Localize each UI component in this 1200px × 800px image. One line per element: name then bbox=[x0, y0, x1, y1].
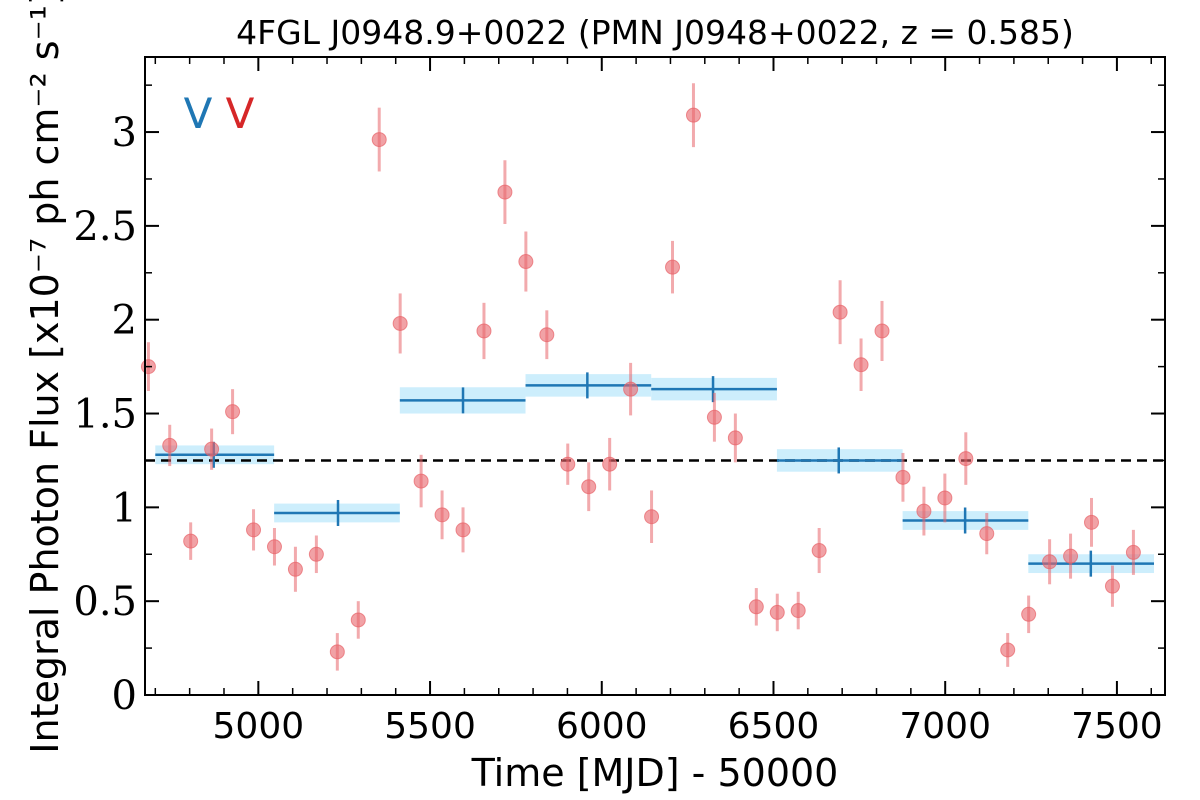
data-point-27 bbox=[706, 409, 722, 425]
data-point-15 bbox=[455, 522, 471, 538]
annotation-label-1: V bbox=[226, 89, 255, 138]
y-tick-label-1: 0.5 bbox=[73, 579, 137, 625]
data-point-5 bbox=[246, 522, 262, 538]
data-point-33 bbox=[832, 304, 848, 320]
data-point-23 bbox=[623, 381, 639, 397]
x-tick-label-7000: 7000 bbox=[899, 706, 991, 747]
x-tick-label-5500: 5500 bbox=[384, 706, 476, 747]
data-point-39 bbox=[958, 451, 974, 467]
data-point-17 bbox=[497, 184, 513, 200]
plot-frame bbox=[144, 56, 1166, 696]
data-point-44 bbox=[1063, 548, 1079, 564]
data-point-28 bbox=[727, 430, 743, 446]
x-axis-label: Time [MJD] - 50000 bbox=[471, 751, 839, 795]
data-point-31 bbox=[790, 603, 806, 619]
data-point-3 bbox=[204, 441, 220, 457]
data-point-36 bbox=[895, 469, 911, 485]
data-point-46 bbox=[1104, 578, 1120, 594]
data-point-40 bbox=[979, 526, 995, 542]
data-point-24 bbox=[644, 509, 660, 525]
data-point-35 bbox=[874, 323, 890, 339]
x-tick-label-6000: 6000 bbox=[556, 706, 648, 747]
data-point-37 bbox=[916, 503, 932, 519]
data-point-26 bbox=[685, 107, 701, 123]
y-tick-label-4: 2 bbox=[112, 298, 137, 344]
data-point-41 bbox=[1000, 642, 1016, 658]
data-point-19 bbox=[539, 327, 555, 343]
data-point-8 bbox=[308, 546, 324, 562]
x-tick-label-7500: 7500 bbox=[1071, 706, 1163, 747]
data-point-22 bbox=[602, 456, 618, 472]
data-point-7 bbox=[287, 561, 303, 577]
y-axis-label: Integral Photon Flux [x10⁻⁷ ph cm⁻² s⁻¹] bbox=[23, 0, 67, 754]
data-point-12 bbox=[392, 315, 408, 331]
data-point-29 bbox=[748, 599, 764, 615]
data-point-25 bbox=[665, 259, 681, 275]
data-point-6 bbox=[266, 539, 282, 555]
data-point-10 bbox=[350, 612, 366, 628]
y-tick-label-0: 0 bbox=[112, 673, 137, 719]
data-point-30 bbox=[769, 604, 785, 620]
y-tick-label-5: 2.5 bbox=[73, 204, 137, 250]
data-point-42 bbox=[1021, 606, 1037, 622]
data-point-47 bbox=[1125, 544, 1141, 560]
y-tick-label-3: 1.5 bbox=[73, 392, 137, 438]
data-point-11 bbox=[371, 132, 387, 148]
y-tick-label-6: 3 bbox=[112, 110, 137, 156]
data-point-14 bbox=[434, 507, 450, 523]
data-point-34 bbox=[853, 357, 869, 373]
data-point-21 bbox=[581, 479, 597, 495]
plot-area: 5000 5500 6000 6500 7000 7500 0 0.5 1 1.5 2 2.5 3 V V bbox=[73, 56, 1166, 747]
x-tick-label-6500: 6500 bbox=[728, 706, 820, 747]
data-point-20 bbox=[560, 456, 576, 472]
data-point-1 bbox=[162, 437, 178, 453]
data-point-18 bbox=[518, 254, 534, 270]
data-point-9 bbox=[329, 644, 345, 660]
data-point-2 bbox=[183, 533, 199, 549]
data-point-4 bbox=[225, 404, 241, 420]
chart-title: 4FGL J0948.9+0022 (PMN J0948+0022, z = 0… bbox=[236, 13, 1074, 52]
y-tick-label-2: 1 bbox=[112, 485, 137, 531]
data-point-45 bbox=[1084, 514, 1100, 530]
data-point-43 bbox=[1042, 554, 1058, 570]
annotation-label-0: V bbox=[184, 89, 213, 138]
data-point-16 bbox=[476, 323, 492, 339]
data-point-32 bbox=[811, 543, 827, 559]
x-tick-label-5000: 5000 bbox=[213, 706, 305, 747]
data-point-13 bbox=[413, 473, 429, 489]
data-point-38 bbox=[937, 490, 953, 506]
